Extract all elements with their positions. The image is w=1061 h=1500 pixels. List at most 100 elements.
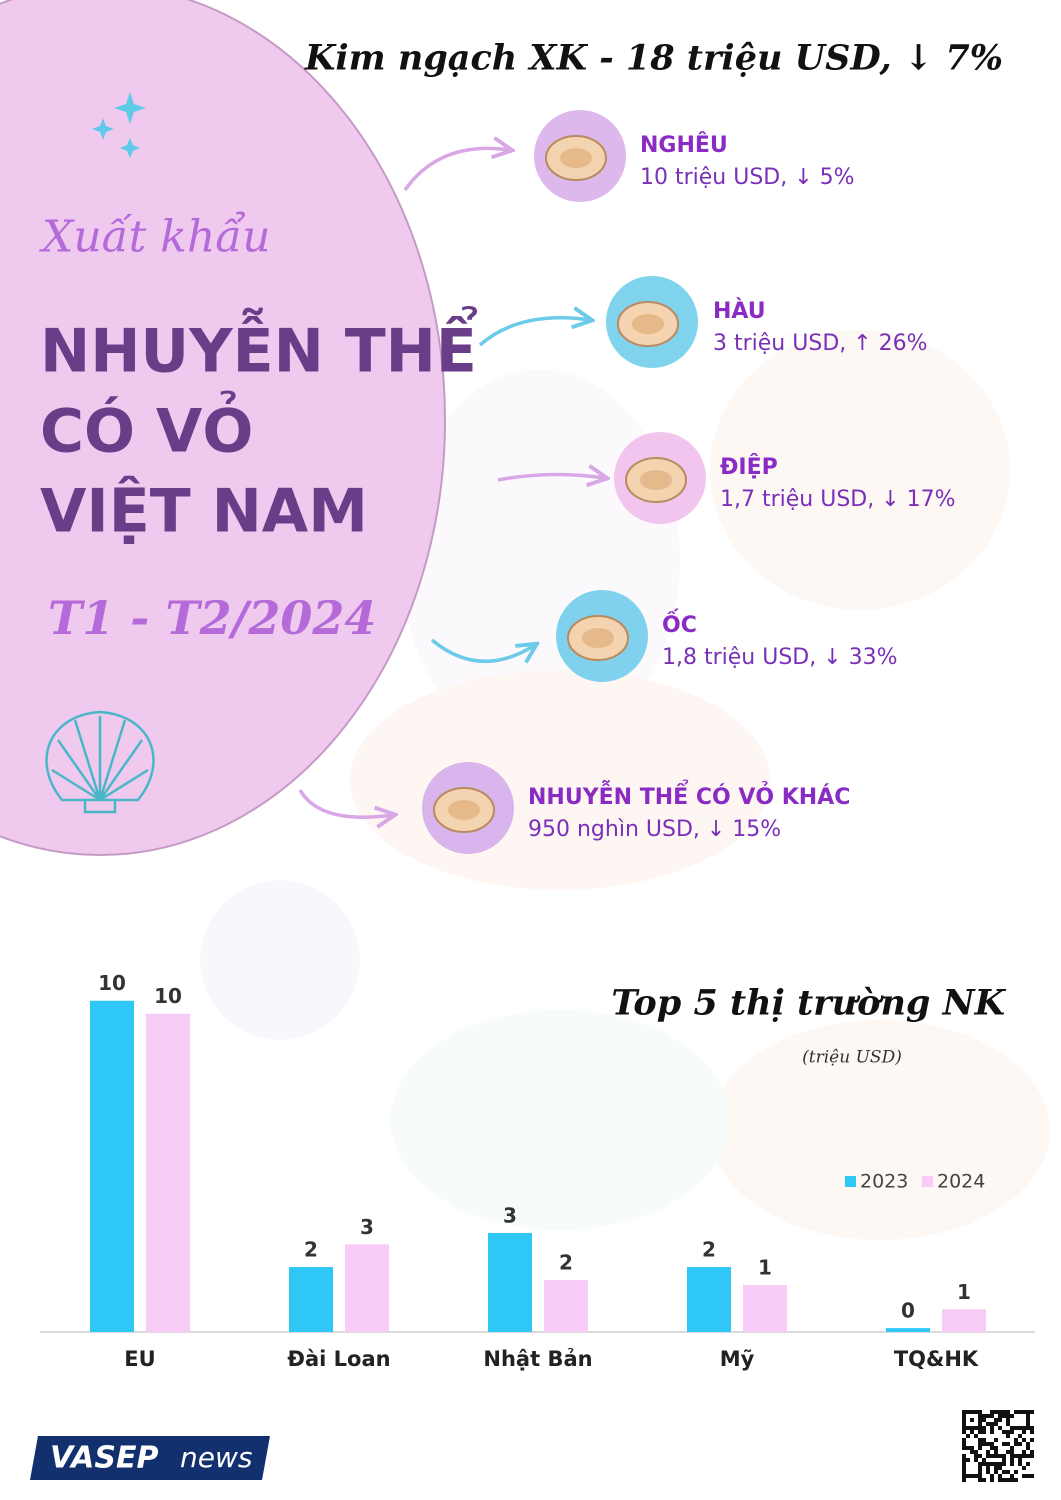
qr-cell — [1010, 1426, 1014, 1430]
qr-cell — [978, 1426, 982, 1430]
bar — [886, 1328, 930, 1332]
qr-cell — [978, 1454, 982, 1458]
qr-cell — [978, 1418, 982, 1422]
product-name: HÀU — [713, 298, 766, 324]
qr-cell — [994, 1410, 998, 1414]
qr-cell — [1022, 1466, 1026, 1470]
x-tick-label: TQ&HK — [894, 1347, 979, 1371]
qr-cell — [978, 1422, 982, 1426]
value-label: 0 — [901, 1299, 915, 1323]
qr-cell — [970, 1410, 974, 1414]
qr-cell — [962, 1426, 966, 1430]
header-title: Kim ngạch XK - 18 triệu USD, ↓ 7% — [304, 38, 1003, 79]
qr-cell — [982, 1418, 986, 1422]
qr-cell — [982, 1430, 986, 1434]
qr-cell — [1022, 1474, 1026, 1478]
qr-cell — [1006, 1470, 1010, 1474]
qr-cell — [990, 1430, 994, 1434]
qr-cell — [1010, 1454, 1014, 1458]
qr-cell — [962, 1474, 966, 1478]
qr-cell — [994, 1418, 998, 1422]
qr-cell — [978, 1442, 982, 1446]
value-label: 2 — [702, 1238, 716, 1262]
qr-cell — [974, 1474, 978, 1478]
qr-code — [962, 1410, 1034, 1482]
qr-cell — [982, 1426, 986, 1430]
arrow — [403, 148, 510, 192]
qr-cell — [1002, 1470, 1006, 1474]
qr-cell — [962, 1466, 966, 1470]
qr-cell — [1030, 1450, 1034, 1454]
qr-cell — [1026, 1446, 1030, 1450]
qr-cell — [966, 1458, 970, 1462]
qr-cell — [1010, 1478, 1014, 1482]
qr-cell — [1002, 1454, 1006, 1458]
bar — [687, 1267, 731, 1332]
logo-bg — [30, 1436, 270, 1480]
qr-cell — [966, 1426, 970, 1430]
qr-cell — [994, 1454, 998, 1458]
qr-cell — [974, 1410, 978, 1414]
footer-logo: VASEP news — [30, 1436, 270, 1480]
qr-cell — [982, 1442, 986, 1446]
legend-label: 2023 — [860, 1171, 908, 1193]
product-icon-detail — [560, 148, 592, 168]
arrow — [497, 474, 605, 480]
qr-cell — [986, 1442, 990, 1446]
qr-cell — [970, 1474, 974, 1478]
bar — [488, 1232, 532, 1332]
x-tick-label: Mỹ — [720, 1347, 755, 1371]
product-list: NGHÊU 10 triệu USD, ↓ 5% HÀU 3 triệu USD, ↑… — [298, 110, 956, 854]
chart-subtitle: (triệu USD) — [802, 1048, 902, 1068]
qr-cell — [1030, 1426, 1034, 1430]
product-detail: 1,7 triệu USD, ↓ 17% — [720, 487, 956, 512]
bar — [942, 1309, 986, 1332]
qr-cell — [1006, 1450, 1010, 1454]
intro-title-line: NHUYỄN THỂ — [40, 305, 478, 387]
qr-cell — [1018, 1426, 1022, 1430]
qr-cell — [998, 1414, 1002, 1418]
value-label: 3 — [360, 1215, 374, 1239]
qr-cell — [994, 1450, 998, 1454]
product-name: ĐIỆP — [720, 453, 778, 480]
bar — [345, 1244, 389, 1332]
qr-cell — [1026, 1462, 1030, 1466]
logo-suffix: news — [180, 1441, 252, 1474]
qr-cell — [962, 1422, 966, 1426]
qr-cell — [998, 1454, 1002, 1458]
qr-cell — [1018, 1462, 1022, 1466]
qr-cell — [974, 1454, 978, 1458]
qr-cell — [1026, 1426, 1030, 1430]
qr-cell — [1026, 1418, 1030, 1422]
intro-circle — [0, 0, 446, 856]
qr-cell — [998, 1466, 1002, 1470]
qr-cell — [994, 1466, 998, 1470]
arrow — [430, 638, 535, 661]
qr-cell — [1030, 1454, 1034, 1458]
qr-cell — [986, 1462, 990, 1466]
qr-cell — [1026, 1442, 1030, 1446]
product-detail: 1,8 triệu USD, ↓ 33% — [662, 645, 898, 670]
qr-cell — [1006, 1434, 1010, 1438]
product-detail: 3 triệu USD, ↑ 26% — [713, 331, 928, 356]
qr-cell — [1010, 1414, 1014, 1418]
qr-cell — [998, 1410, 1002, 1414]
qr-cell — [974, 1458, 978, 1462]
qr-cell — [1014, 1426, 1018, 1430]
legend-label: 2024 — [937, 1171, 985, 1193]
qr-cell — [990, 1414, 994, 1418]
product-name: NHUYỄN THỂ CÓ VỎ KHÁC — [528, 781, 850, 810]
qr-cell — [962, 1418, 966, 1422]
qr-cell — [978, 1414, 982, 1418]
qr-cell — [1030, 1438, 1034, 1442]
qr-cell — [1018, 1434, 1022, 1438]
qr-cell — [990, 1454, 994, 1458]
qr-cell — [962, 1462, 966, 1466]
qr-cell — [994, 1438, 998, 1442]
qr-cell — [1014, 1470, 1018, 1474]
qr-cell — [974, 1434, 978, 1438]
product-icon-detail — [640, 470, 672, 490]
qr-cell — [1002, 1458, 1006, 1462]
shell-icon — [45, 710, 155, 814]
